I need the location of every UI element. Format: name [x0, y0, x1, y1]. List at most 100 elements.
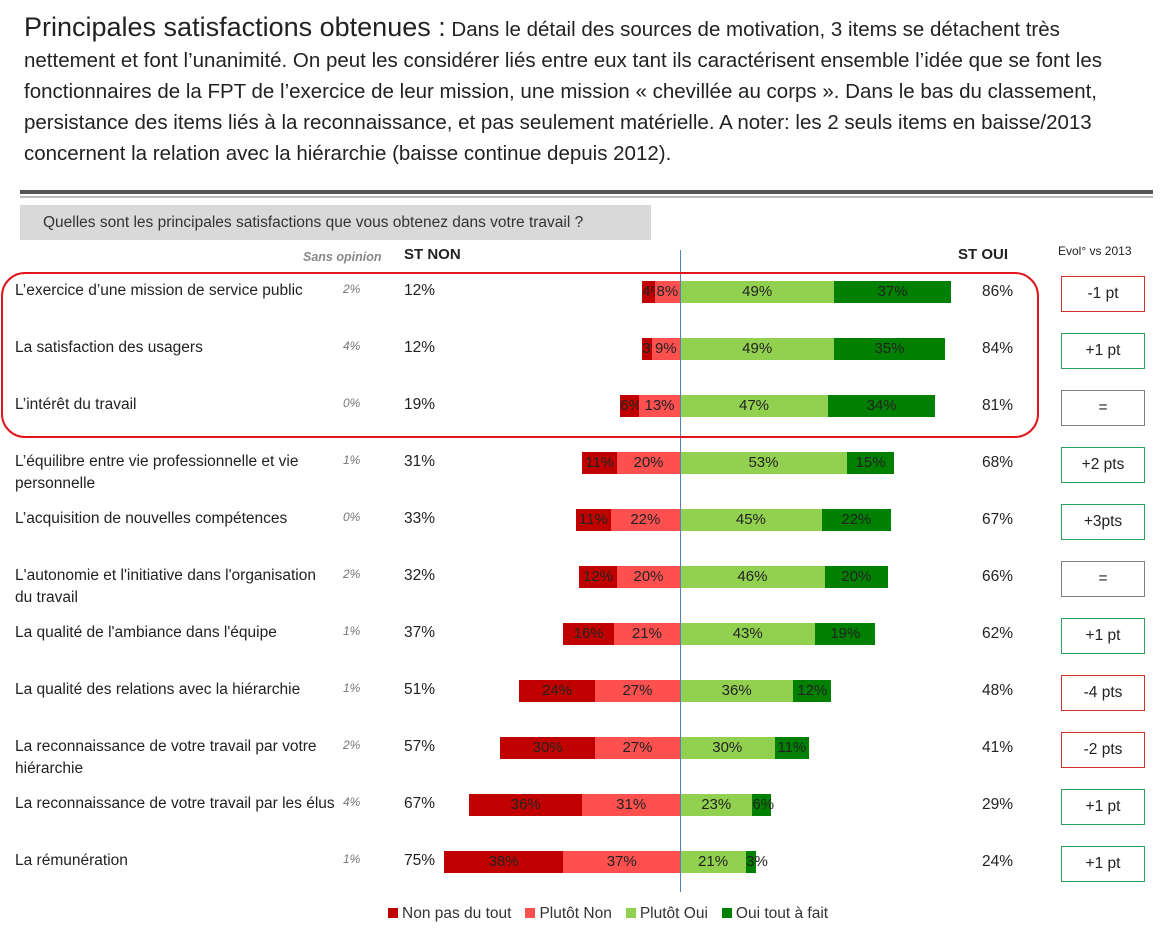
st-non-value: 12% [404, 339, 436, 356]
legend-item: Plutôt Oui [625, 905, 708, 923]
evol-badge: = [1061, 561, 1145, 597]
bar-value-label: 6% [620, 397, 642, 414]
evol-badge: -4 pts [1061, 675, 1145, 711]
bar-value-label: 20% [841, 568, 872, 585]
bar-value-label: 22% [630, 511, 661, 528]
st-oui-value: 29% [982, 796, 1014, 813]
bar-value-label: 27% [622, 739, 653, 756]
sans-opinion-value: 1% [343, 624, 361, 638]
legend-label: Plutôt Non [539, 905, 612, 922]
evol-badge: +2 pts [1061, 447, 1145, 483]
st-oui-value: 66% [982, 568, 1014, 585]
plutot-non-bar: 31% [582, 794, 680, 816]
st-oui-value: 68% [982, 454, 1014, 471]
sans-opinion-value: 2% [343, 567, 361, 581]
legend-item: Plutôt Non [525, 905, 612, 923]
bar-value-label: 24% [542, 682, 573, 699]
st-oui-value: 81% [982, 397, 1014, 414]
sans-opinion-header: Sans opinion [303, 250, 382, 264]
st-non-value: 75% [404, 852, 436, 869]
sans-opinion-value: 1% [343, 453, 361, 467]
bar-value-label: 20% [633, 454, 664, 471]
bar-value-label: 37% [606, 853, 637, 870]
oui-tout-a-fait-bar: 3% [746, 851, 768, 873]
sans-opinion-value: 1% [343, 852, 361, 866]
bar-value-label: 35% [874, 340, 905, 357]
sans-opinion-value: 2% [343, 282, 361, 296]
sans-opinion-value: 2% [343, 738, 361, 752]
plutot-non-bar: 37% [563, 851, 680, 873]
legend-swatch [388, 908, 398, 918]
highlight-frame [1, 272, 1039, 438]
bar-value-label: 8% [656, 283, 679, 300]
plutot-non-bar: 27% [594, 680, 680, 702]
plutot-oui-bar: 53% [680, 452, 847, 474]
non-pas-du-tout-bar: 38% [443, 851, 564, 873]
bar-value-label: 22% [841, 511, 872, 528]
oui-tout-a-fait-bar: 37% [834, 281, 951, 303]
bar-value-label: 9% [654, 340, 677, 357]
plutot-non-bar: 9% [651, 338, 680, 360]
plutot-non-bar: 20% [617, 452, 680, 474]
separator-rule [20, 190, 1153, 194]
sans-opinion-value: 1% [343, 681, 361, 695]
sans-opinion-value: 0% [343, 510, 361, 524]
row-label: L’équilibre entre vie professionnelle et… [15, 453, 299, 492]
bar-value-label: 20% [633, 568, 664, 585]
plutot-non-bar: 27% [594, 737, 680, 759]
legend-item: Non pas du tout [388, 905, 511, 923]
plutot-oui-bar: 49% [680, 281, 835, 303]
oui-tout-a-fait-bar: 19% [815, 623, 876, 645]
bar-value-label: 21% [698, 853, 729, 870]
row-label: L’exercice d’une mission de service publ… [15, 282, 303, 299]
sans-opinion-value: 4% [343, 795, 361, 809]
st-non-value: 57% [404, 738, 436, 755]
st-oui-value: 62% [982, 625, 1014, 642]
row-label: La qualité de l'ambiance dans l'équipe [15, 624, 277, 641]
plutot-non-bar: 20% [617, 566, 680, 588]
oui-tout-a-fait-bar: 34% [828, 395, 936, 417]
bar-value-label: 30% [712, 739, 743, 756]
evol-badge: +1 pt [1061, 333, 1145, 369]
bar-value-label: 15% [855, 454, 886, 471]
plutot-oui-bar: 30% [680, 737, 775, 759]
st-oui-value: 48% [982, 682, 1014, 699]
separator-rule-shadow [20, 196, 1153, 198]
bar-value-label: 21% [631, 625, 662, 642]
bar-value-label: 11% [777, 739, 807, 756]
evol-badge: +1 pt [1061, 789, 1145, 825]
plutot-oui-bar: 23% [680, 794, 753, 816]
st-oui-header: ST OUI [958, 246, 1009, 263]
plutot-oui-bar: 43% [680, 623, 816, 645]
header-body: Dans le détail des sources de motivation… [24, 18, 1102, 165]
row-label: La reconnaissance de votre travail par l… [15, 795, 335, 812]
plutot-oui-bar: 36% [680, 680, 794, 702]
non-pas-du-tout-bar: 11% [576, 509, 611, 531]
st-non-value: 12% [404, 282, 436, 299]
row-label: L’intérêt du travail [15, 396, 137, 413]
legend-label: Plutôt Oui [639, 905, 708, 922]
legend-swatch [525, 908, 536, 918]
non-pas-du-tout-bar: 30% [500, 737, 595, 759]
plutot-oui-bar: 47% [680, 395, 829, 417]
bar-value-label: 37% [877, 283, 908, 300]
bar-value-label: 23% [701, 796, 732, 813]
plutot-oui-bar: 45% [680, 509, 822, 531]
evol-badge: +1 pt [1061, 618, 1145, 654]
st-non-value: 37% [404, 624, 436, 641]
bar-value-label: 36% [721, 682, 752, 699]
st-non-header: ST NON [404, 246, 461, 263]
plutot-oui-bar: 21% [680, 851, 747, 873]
bar-value-label: 36% [510, 796, 541, 813]
non-pas-du-tout-bar: 36% [468, 794, 583, 816]
oui-tout-a-fait-bar: 12% [793, 680, 832, 702]
non-pas-du-tout-bar: 16% [563, 623, 614, 645]
row-label: La reconnaissance de votre travail par v… [15, 738, 317, 777]
oui-tout-a-fait-bar: 35% [834, 338, 945, 360]
bar-value-label: 49% [742, 340, 773, 357]
plutot-non-bar: 22% [610, 509, 680, 531]
st-non-value: 32% [404, 567, 436, 584]
legend-swatch [625, 908, 636, 918]
oui-tout-a-fait-bar: 6% [752, 794, 774, 816]
plutot-oui-bar: 46% [680, 566, 825, 588]
